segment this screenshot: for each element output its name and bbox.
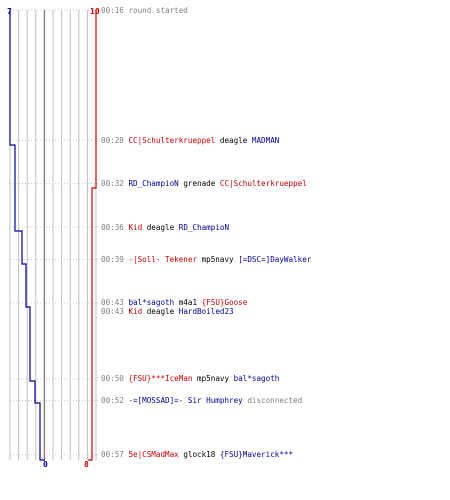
event-text: disconnected	[247, 396, 303, 406]
event-row: 00:57 5e|CSMadMax glock18 {FSU}Maverick*…	[101, 450, 293, 459]
event-row: 00:28 CC|Schulterkrueppel deagle MADMAN	[101, 136, 279, 145]
killer-name: CC|Schulterkrueppel	[128, 135, 216, 145]
killer-name: RD_ChampioN	[128, 179, 179, 189]
victim-name: MADMAN	[251, 135, 280, 145]
event-time: 00:43	[101, 307, 124, 317]
event-row: 00:39 -|Soll- Tekener mp5navy [=DSC=]Day…	[101, 255, 311, 264]
event-row: 00:43 Kid deagle HardBoiled23	[101, 307, 234, 316]
blue-team-end-count: 0	[43, 460, 48, 469]
killer-name: Kid	[128, 307, 143, 317]
event-time: 00:52	[101, 396, 124, 406]
event-time: 00:32	[101, 179, 124, 189]
red-team-start-count: 10	[90, 7, 100, 16]
event-time: 00:57	[101, 450, 124, 460]
event-row: 00:36 Kid deagle RD_ChampioN	[101, 223, 229, 232]
victim-name: HardBoiled23	[178, 307, 234, 317]
blue-team-alive-line	[9, 10, 45, 461]
weapon-name: deagle	[146, 307, 175, 317]
event-row: 00:50 {FSU}***IceMan mp5navy bal*sagoth	[101, 374, 279, 383]
weapon-name: grenade	[183, 179, 216, 189]
killer-name: -|Soll- Tekener	[128, 255, 198, 265]
killer-name: 5e|CSMadMax	[128, 450, 179, 460]
event-row: 00:32 RD_ChampioN grenade CC|Schulterkru…	[101, 179, 307, 188]
victim-name: {FSU}Maverick***	[219, 450, 294, 460]
event-row: 00:16 round started	[101, 6, 188, 15]
event-time: 00:16	[101, 5, 124, 15]
victim-name: bal*sagoth	[233, 374, 280, 384]
weapon-name: mp5navy	[197, 374, 230, 384]
weapon-name: glock18	[183, 450, 216, 460]
event-row: 00:43 bal*sagoth m4a1 {FSU}Goose	[101, 298, 247, 307]
killer-name: Kid	[128, 222, 143, 232]
event-time: 00:50	[101, 374, 124, 384]
weapon-name: deagle	[219, 135, 248, 145]
killer-name: bal*sagoth	[128, 298, 175, 308]
victim-name: RD_ChampioN	[178, 222, 230, 232]
event-time: 00:28	[101, 135, 124, 145]
event-row: 00:52 -=[MOSSAD]=- Sir Humphrey disconne…	[101, 396, 302, 405]
victim-name: CC|Schulterkrueppel	[219, 179, 307, 189]
weapon-name: deagle	[146, 222, 175, 232]
blue-team-start-count: 7	[7, 7, 12, 16]
victim-name: {FSU}Goose	[201, 298, 248, 308]
red-team-end-count: 8	[84, 460, 89, 469]
weapon-name: mp5navy	[201, 255, 234, 265]
event-text: round started	[128, 5, 188, 15]
killer-name: {FSU}***IceMan	[128, 374, 193, 384]
player-name: -=[MOSSAD]=- Sir Humphrey	[128, 396, 243, 406]
red-team-alive-line	[88, 10, 97, 461]
weapon-name: m4a1	[178, 298, 198, 308]
victim-name: [=DSC=]DayWalker	[238, 255, 312, 265]
event-time: 00:39	[101, 255, 124, 265]
event-time: 00:36	[101, 222, 124, 232]
event-time: 00:43	[101, 298, 124, 308]
